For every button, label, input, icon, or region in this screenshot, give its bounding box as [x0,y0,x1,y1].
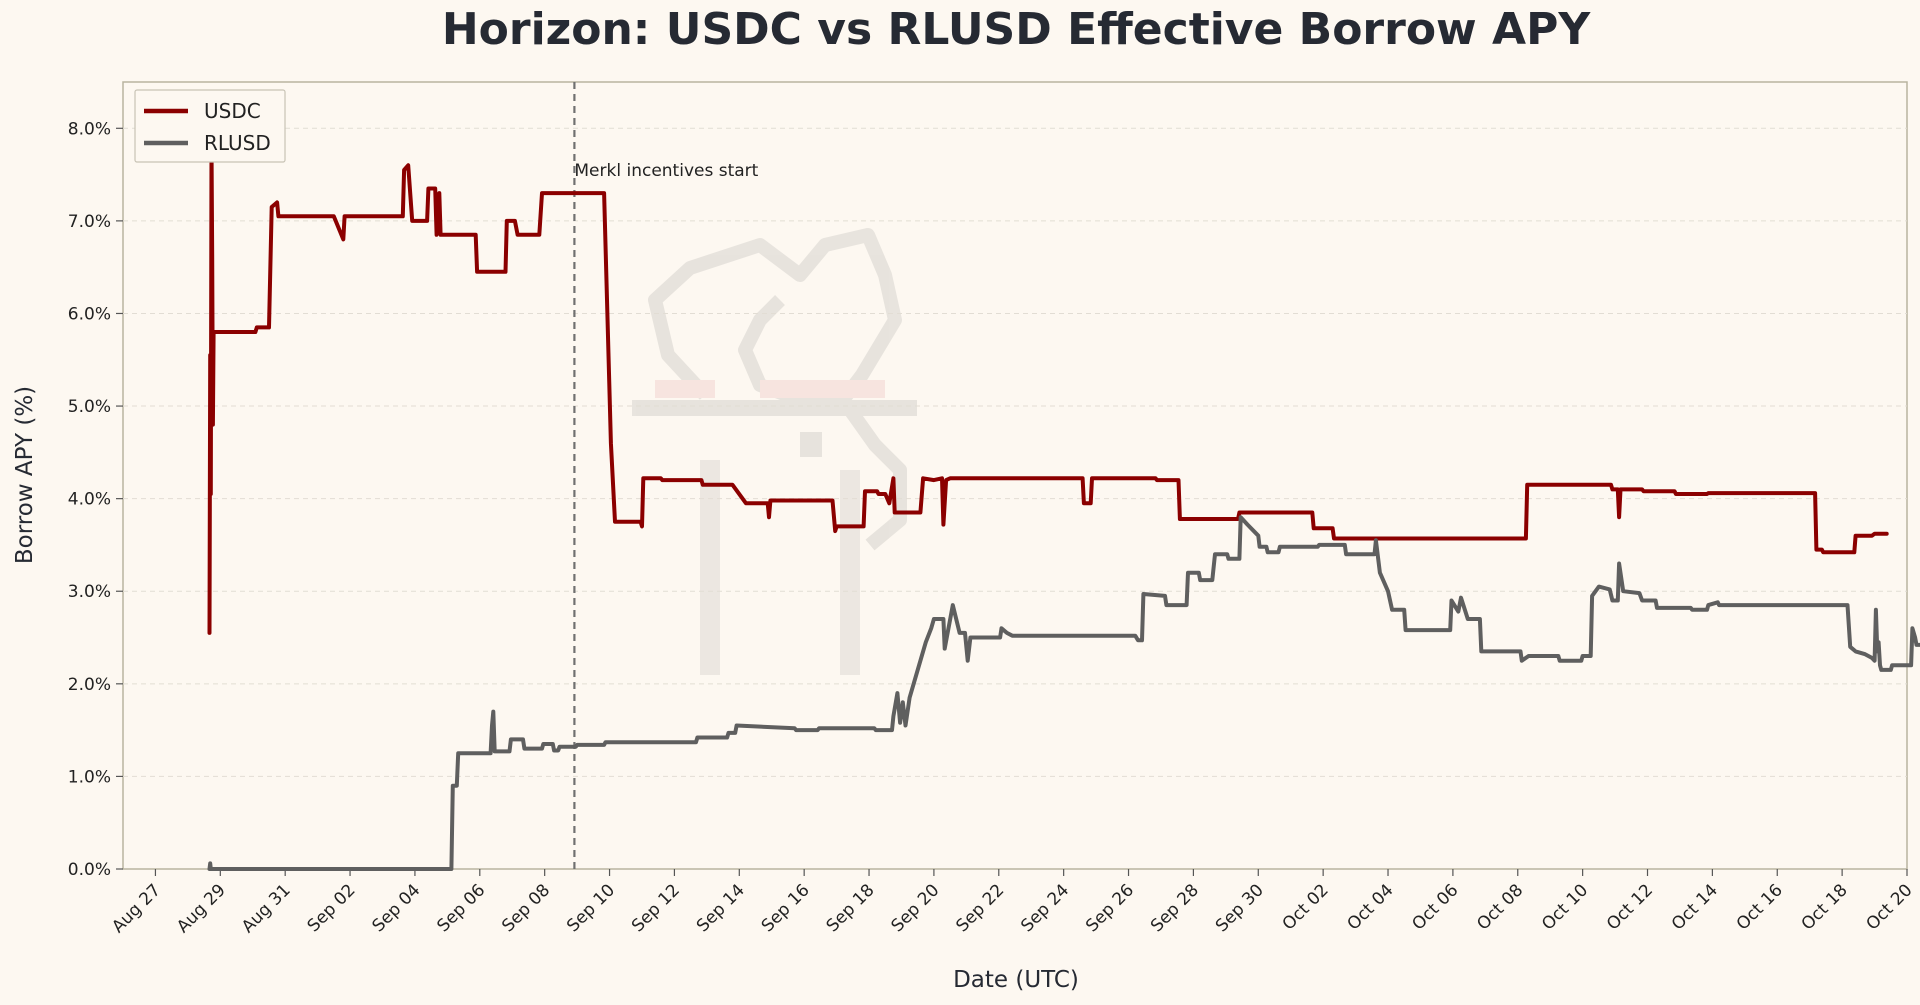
x-tick-label: Oct 12 [1603,880,1657,934]
x-tick-label: Oct 14 [1668,880,1722,934]
x-tick-label: Sep 28 [1147,880,1203,936]
legend: USDC RLUSD [134,89,286,163]
x-tick-label: Sep 12 [628,880,684,936]
y-tick-label: 4.0% [68,490,111,510]
x-axis-label: Date (UTC) [953,967,1079,993]
x-tick-label: Sep 04 [369,880,425,936]
legend-label-usdc: USDC [204,99,261,123]
x-tick-label: Sep 16 [758,880,814,936]
x-tick-label: Sep 20 [888,880,944,936]
x-tick-label: Sep 06 [433,880,489,936]
x-tick-label: Aug 29 [173,880,230,937]
x-tick-label: Oct 06 [1408,880,1462,934]
x-tick-label: Sep 18 [823,880,879,936]
x-tick-label: Oct 16 [1733,880,1787,934]
y-tick-label: 6.0% [68,304,111,324]
x-tick-label: Aug 27 [108,880,165,937]
watermark-logo [632,228,917,675]
annotation-text: Merkl incentives start [574,161,758,181]
chart-title: Horizon: USDC vs RLUSD Effective Borrow … [442,4,1592,55]
x-tick-label: Oct 04 [1344,880,1398,934]
x-tick-label: Sep 30 [1212,880,1268,936]
x-tick-label: Oct 20 [1862,880,1916,934]
y-tick-label: 7.0% [68,212,111,232]
x-tick-label: Oct 08 [1473,880,1527,934]
x-tick-label: Oct 10 [1538,880,1592,934]
y-axis-label: Borrow APY (%) [12,386,38,564]
x-tick-label: Sep 10 [563,880,619,936]
y-axis: 0.0% 1.0% 2.0% 3.0% 4.0% 5.0% 6.0% 7.0% 8.0% [68,119,123,880]
x-tick-label: Sep 22 [952,880,1008,936]
y-tick-label: 8.0% [68,119,111,139]
x-tick-label: Oct 18 [1798,880,1852,934]
y-tick-label: 0.0% [68,860,111,880]
x-tick-label: Sep 26 [1082,880,1138,936]
y-tick-label: 3.0% [68,582,111,602]
series-line-rlusd [207,515,1920,871]
y-tick-label: 2.0% [68,675,111,695]
legend-label-rlusd: RLUSD [204,131,271,155]
x-tick-label: Sep 08 [498,880,554,936]
series-line-usdc [207,144,1889,635]
x-tick-label: Sep 24 [1017,880,1073,936]
series-lines [207,144,1920,871]
y-tick-label: 5.0% [68,397,111,417]
x-axis: Aug 27 Aug 29 Aug 31 Sep 02 Sep 04 Sep 06 Sep … [108,869,1917,937]
x-tick-label: Sep 14 [693,880,749,936]
y-tick-label: 1.0% [68,767,111,787]
x-tick-label: Sep 02 [304,880,360,936]
plot-area [122,81,1908,870]
x-tick-label: Oct 02 [1279,880,1333,934]
x-tick-label: Aug 31 [238,880,295,937]
